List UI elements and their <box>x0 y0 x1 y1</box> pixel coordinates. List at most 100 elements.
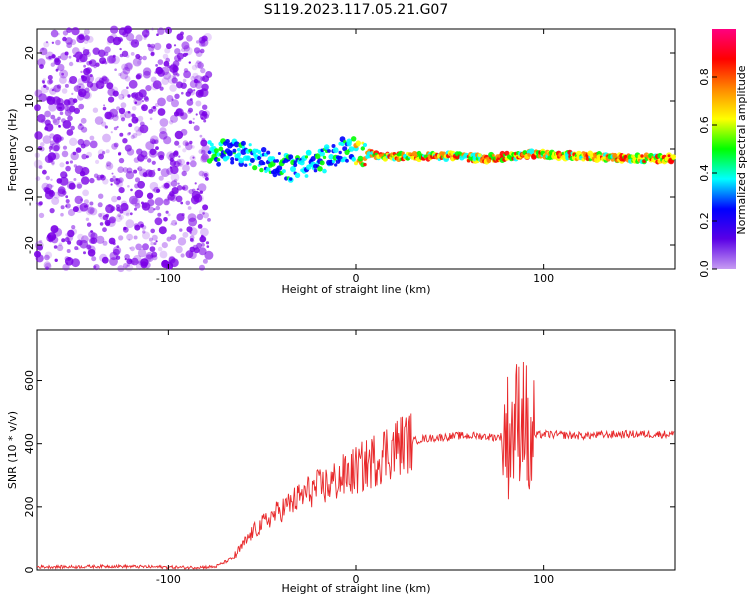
spectral-point <box>236 152 242 157</box>
noise-point <box>128 123 133 128</box>
noise-point <box>89 135 95 141</box>
noise-point <box>106 55 116 64</box>
noise-point <box>155 188 161 193</box>
noise-point <box>152 254 158 261</box>
noise-point <box>142 230 146 234</box>
noise-point <box>142 55 147 61</box>
noise-point <box>37 114 46 123</box>
noise-point <box>196 213 204 221</box>
spectral-point <box>252 165 258 171</box>
noise-point <box>76 183 83 189</box>
noise-point <box>201 117 204 120</box>
noise-point <box>102 133 111 143</box>
spectral-point <box>262 161 266 166</box>
colorbar-label: Normalized spectral amplitude <box>735 65 748 234</box>
spectral-point <box>610 158 615 162</box>
spectral-point <box>225 139 230 144</box>
noise-point <box>51 234 57 240</box>
noise-point <box>151 27 154 31</box>
noise-point <box>175 245 183 254</box>
spectral-point <box>613 152 617 157</box>
spectral-point <box>357 155 364 162</box>
noise-point <box>190 76 196 81</box>
noise-point <box>189 80 198 88</box>
noise-point <box>188 217 198 227</box>
noise-point <box>115 255 121 260</box>
spectral-point <box>331 144 336 148</box>
noise-point <box>118 93 125 100</box>
noise-point <box>157 69 165 77</box>
spectral-point <box>230 160 235 165</box>
noise-point <box>83 199 89 205</box>
noise-point <box>169 157 174 162</box>
noise-point <box>85 217 90 221</box>
noise-point <box>164 47 171 54</box>
noise-point <box>151 160 156 165</box>
noise-point <box>129 212 133 216</box>
noise-point <box>74 51 83 60</box>
noise-point <box>182 53 187 57</box>
noise-point <box>148 109 154 114</box>
noise-point <box>189 155 196 162</box>
noise-point <box>175 195 183 203</box>
noise-point <box>37 244 43 251</box>
noise-point <box>116 182 120 186</box>
spectral-point <box>216 161 222 167</box>
noise-point <box>149 246 156 253</box>
spectral-point <box>290 166 296 172</box>
noise-point <box>189 227 198 236</box>
noise-point <box>182 78 187 83</box>
noise-point <box>145 251 154 260</box>
spectral-point <box>281 169 286 174</box>
noise-point <box>56 244 64 252</box>
noise-point <box>50 114 56 120</box>
noise-point <box>162 53 169 60</box>
noise-point <box>67 208 76 217</box>
noise-point <box>182 231 189 238</box>
noise-point <box>189 160 197 168</box>
noise-point <box>67 240 72 245</box>
noise-point <box>157 212 162 217</box>
noise-point <box>71 225 76 230</box>
noise-point <box>148 43 152 48</box>
noise-point <box>198 40 206 47</box>
noise-point <box>104 111 112 120</box>
y-tick-label: 20 <box>23 46 36 60</box>
y-tick-label: 0 <box>23 146 36 153</box>
noise-point <box>123 263 129 269</box>
noise-point <box>200 76 206 81</box>
colorbar-tick-label: 0.8 <box>698 68 711 86</box>
noise-point <box>134 177 141 183</box>
noise-point <box>130 52 135 56</box>
noise-point <box>127 111 131 114</box>
snr-series-line <box>36 361 675 570</box>
noise-point <box>197 183 207 192</box>
spectral-point <box>319 151 326 157</box>
noise-point <box>170 173 180 182</box>
spectral-point <box>531 153 537 160</box>
noise-point <box>59 69 69 79</box>
noise-point <box>192 117 195 120</box>
noise-point <box>77 233 84 241</box>
noise-point <box>45 86 50 91</box>
noise-point <box>82 47 86 51</box>
noise-point <box>65 37 73 45</box>
noise-point <box>185 91 192 97</box>
noise-point <box>125 263 134 272</box>
noise-point <box>107 35 115 44</box>
noise-point <box>48 103 57 112</box>
noise-point <box>113 248 120 256</box>
noise-point <box>53 191 61 199</box>
noise-point <box>125 170 135 180</box>
spectral-point <box>363 162 367 167</box>
noise-point <box>89 59 97 67</box>
noise-point <box>102 214 109 221</box>
noise-point <box>151 251 158 258</box>
noise-point <box>113 42 116 45</box>
noise-point <box>108 204 112 208</box>
noise-point <box>158 154 165 161</box>
noise-point <box>157 108 166 116</box>
noise-point <box>51 184 54 188</box>
noise-point <box>51 41 55 44</box>
noise-point <box>104 125 108 129</box>
